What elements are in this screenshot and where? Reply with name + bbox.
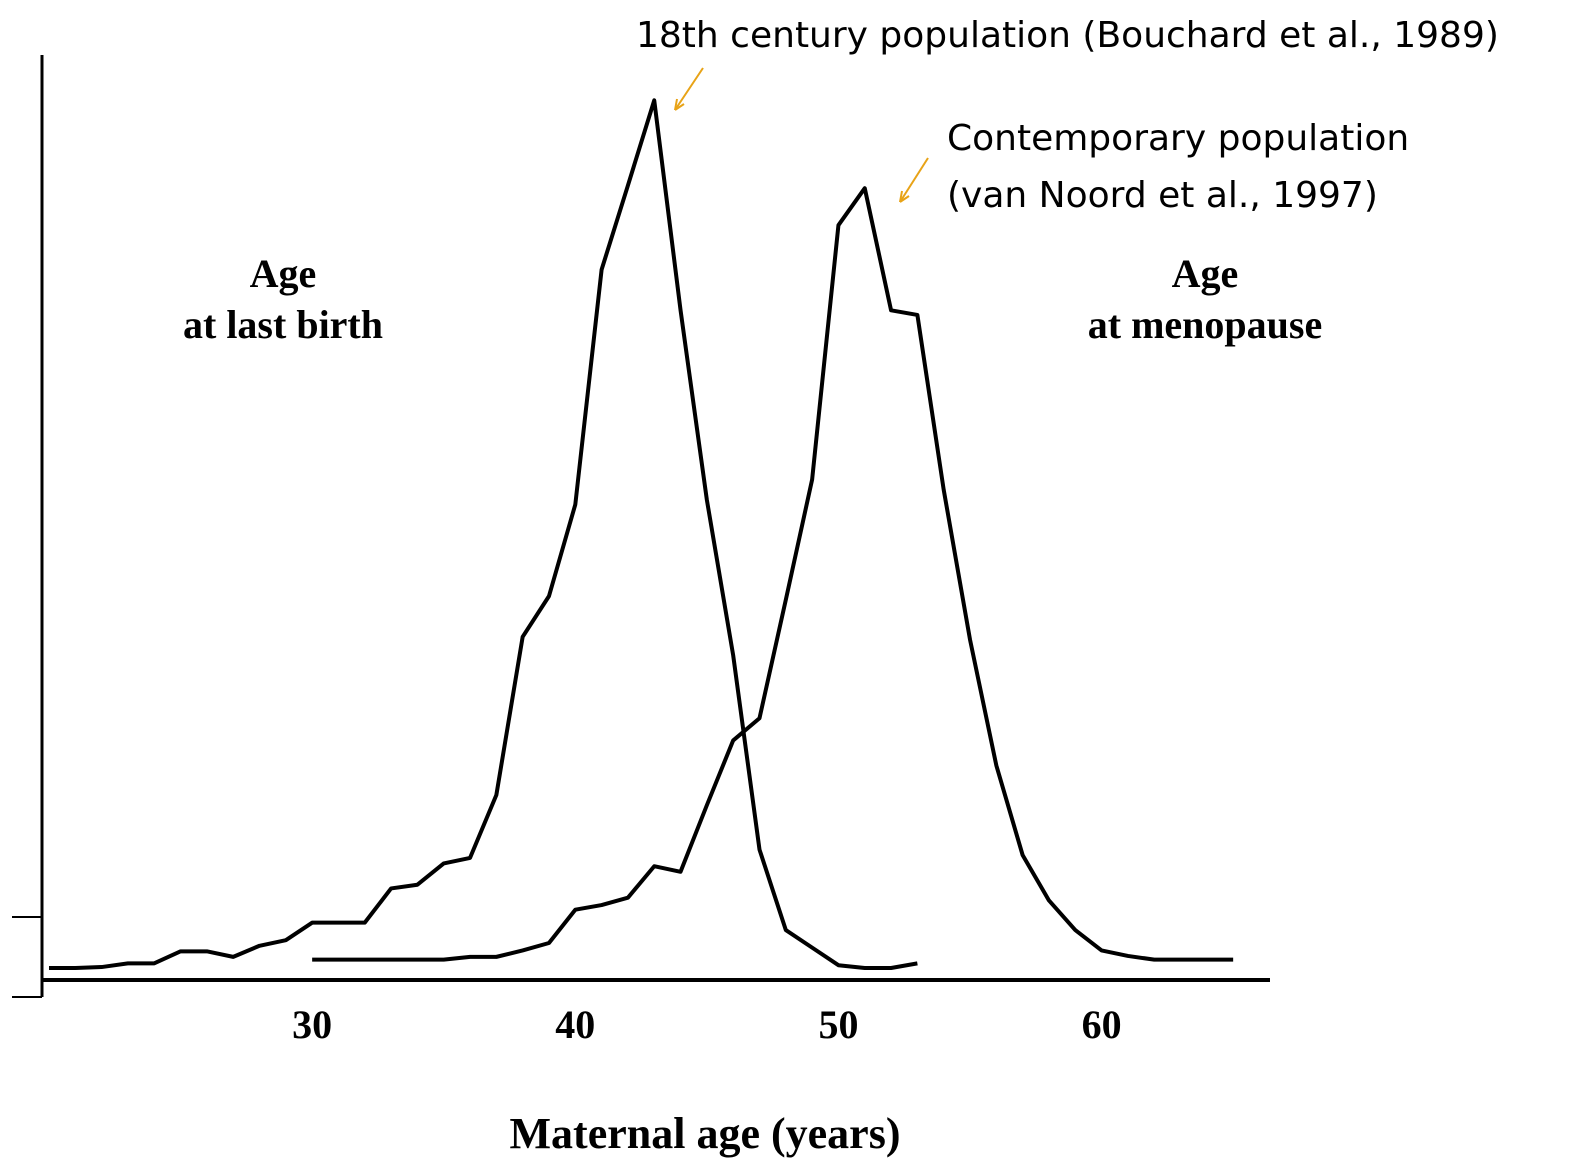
curve-label: at last birth <box>183 302 383 347</box>
arrow <box>674 67 704 111</box>
annotation: 18th century population (Bouchard et al.… <box>636 15 1499 56</box>
curve-label: Age <box>1172 251 1239 296</box>
curve-label: Age <box>250 251 317 296</box>
arrowhead <box>674 98 685 111</box>
arrowhead <box>899 190 910 203</box>
x-tick-label: 50 <box>818 1002 858 1047</box>
x-axis-title: Maternal age (years) <box>510 1109 901 1158</box>
x-tick-label: 60 <box>1082 1002 1122 1047</box>
line <box>49 98 918 970</box>
x-tick-label: 30 <box>292 1002 332 1047</box>
arrows <box>674 67 929 203</box>
curve-label: at menopause <box>1088 302 1322 347</box>
annotation: (van Noord et al., 1997) <box>947 175 1378 216</box>
x-tick-label: 40 <box>555 1002 595 1047</box>
line <box>312 186 1234 962</box>
annotation: Contemporary population <box>947 118 1409 159</box>
arrow <box>899 157 929 203</box>
